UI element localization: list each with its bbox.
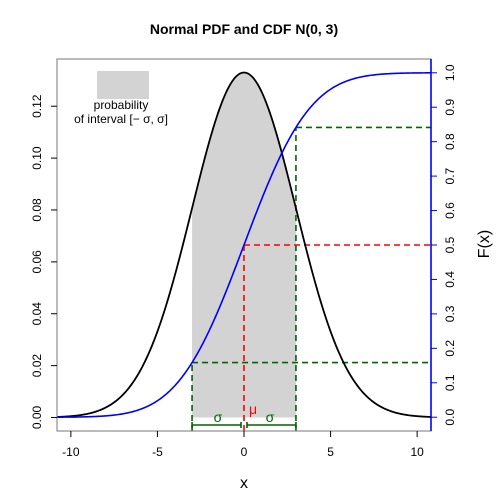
legend-layer: probability of interval [− σ, σ] — [74, 71, 168, 126]
legend-label-line2: of interval [− σ, σ] — [74, 112, 168, 126]
y-left-tick-label: 0.04 — [30, 302, 44, 326]
y-left-tick-label: 0.02 — [30, 354, 44, 378]
annotation-layer: σ σ μ — [214, 401, 275, 425]
cdf-curve — [56, 72, 432, 418]
y-right-tick-label: 0.9 — [443, 99, 457, 116]
x-tick-label: 0 — [241, 445, 248, 459]
curves-layer — [56, 71, 432, 418]
x-axis-label: x — [240, 475, 248, 492]
pdf-curve — [56, 71, 432, 418]
y-right-tick-label: 1.0 — [443, 64, 457, 81]
x-tick-label: 10 — [410, 445, 424, 459]
y-left-tick-label: 0.06 — [30, 250, 44, 274]
y-right-tick-label: 0.6 — [443, 202, 457, 219]
legend-label-line1: probability — [94, 98, 149, 112]
axes-layer: -10 -5 0 5 10 0.00 0.02 0.04 0.06 0.08 0.10 0.12 0.0… — [30, 58, 457, 459]
y-right-tick-label: 0.1 — [443, 374, 457, 391]
right-axis-label: F(x) — [476, 230, 493, 258]
x-tick-label: 5 — [327, 445, 334, 459]
y-right-tick-label: 0.8 — [443, 133, 457, 150]
y-right-tick-label: 0.0 — [443, 409, 457, 426]
y-left-tick-label: 0.10 — [30, 146, 44, 170]
x-tick-label: -5 — [152, 445, 163, 459]
y-right-tick-label: 0.7 — [443, 167, 457, 184]
y-right-tick-label: 0.2 — [443, 340, 457, 357]
y-left-tick-label: 0.00 — [30, 406, 44, 430]
sigma-left-label: σ — [214, 409, 223, 425]
y-left-tick-label: 0.08 — [30, 198, 44, 222]
legend-swatch — [97, 71, 149, 99]
chart-title: Normal PDF and CDF N(0, 3) — [150, 21, 338, 37]
y-right-tick-label: 0.5 — [443, 236, 457, 253]
y-right-tick-label: 0.3 — [443, 305, 457, 322]
y-left-tick-label: 0.12 — [30, 94, 44, 118]
y-right-tick-label: 0.4 — [443, 271, 457, 288]
sigma-right-label: σ — [266, 409, 275, 425]
x-tick-label: -10 — [62, 445, 80, 459]
mu-label: μ — [249, 401, 257, 417]
reference-lines-layer — [191, 126, 431, 431]
